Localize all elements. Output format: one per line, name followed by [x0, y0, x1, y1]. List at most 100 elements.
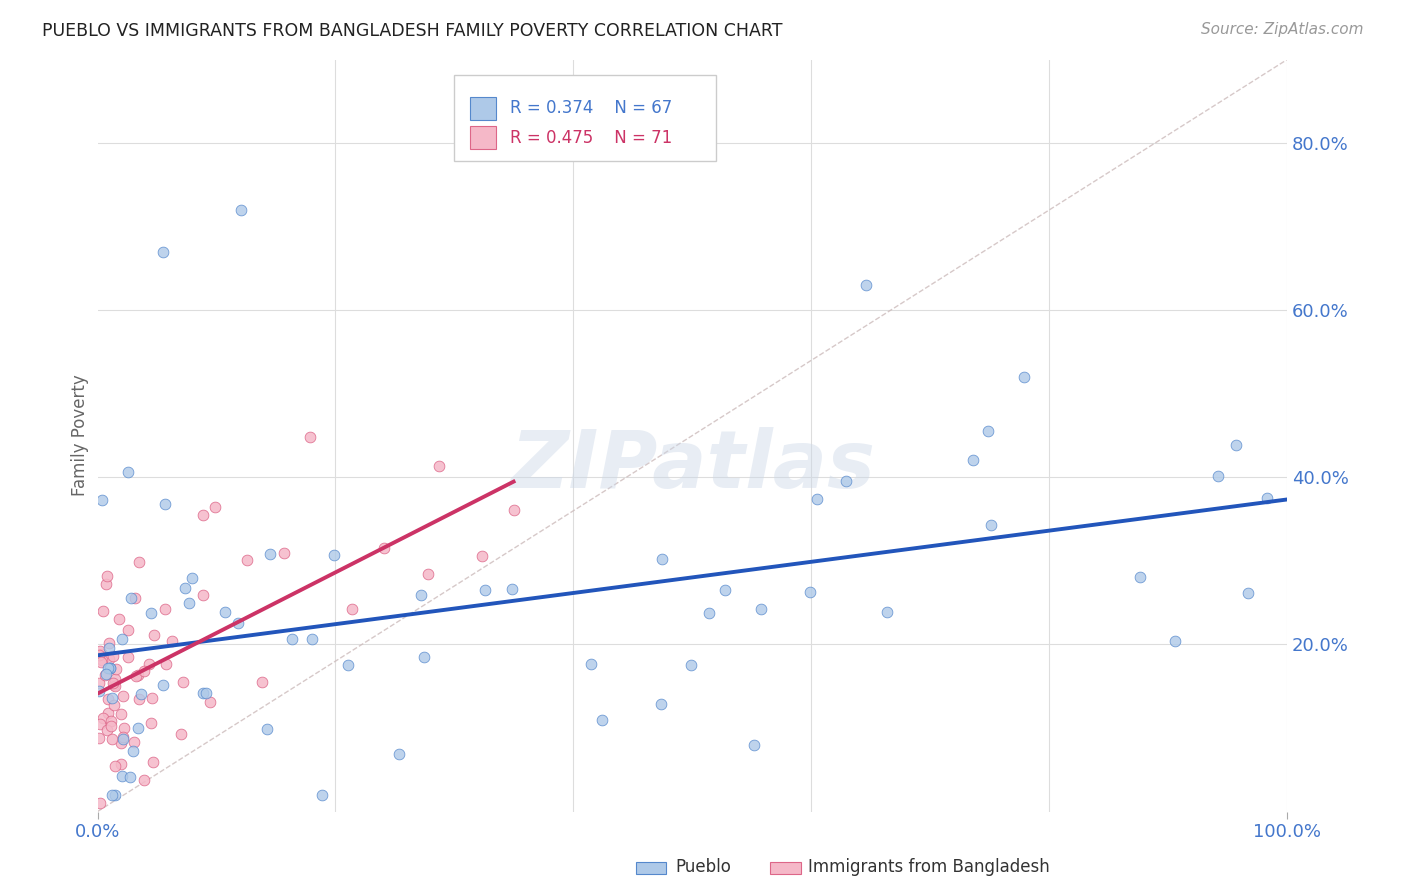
Point	[112, 689, 135, 703]
Text: Pueblo: Pueblo	[675, 858, 731, 876]
Point	[388, 747, 411, 762]
Point	[1164, 633, 1187, 648]
Point	[98, 652, 121, 666]
Point	[409, 588, 432, 602]
Point	[299, 429, 322, 443]
Point	[90, 493, 112, 508]
Point	[1256, 491, 1278, 506]
Point	[94, 668, 117, 682]
Point	[110, 736, 132, 750]
Point	[111, 730, 134, 744]
Point	[855, 278, 877, 293]
Point	[152, 677, 174, 691]
Point	[89, 796, 111, 810]
Point	[311, 788, 333, 802]
Point	[96, 569, 118, 583]
Point	[416, 566, 439, 581]
Point	[104, 662, 127, 676]
Point	[427, 459, 450, 474]
Point	[87, 731, 110, 745]
Point	[256, 722, 278, 736]
Point	[204, 500, 226, 514]
Point	[87, 683, 110, 698]
Text: PUEBLO VS IMMIGRANTS FROM BANGLADESH FAMILY POVERTY CORRELATION CHART: PUEBLO VS IMMIGRANTS FROM BANGLADESH FAM…	[42, 22, 783, 40]
Y-axis label: Family Poverty: Family Poverty	[72, 375, 89, 497]
Point	[273, 545, 295, 559]
Point	[174, 581, 197, 595]
Point	[122, 735, 145, 749]
Point	[194, 685, 217, 699]
Point	[134, 664, 156, 678]
Point	[650, 697, 672, 711]
Point	[180, 571, 202, 585]
Point	[834, 474, 856, 488]
Point	[132, 772, 155, 787]
Text: ZIPatlas: ZIPatlas	[510, 426, 875, 505]
Bar	[470, 127, 496, 149]
Point	[139, 606, 162, 620]
Point	[104, 679, 127, 693]
Point	[138, 657, 160, 672]
Point	[250, 675, 273, 690]
Point	[155, 657, 177, 672]
Point	[876, 605, 898, 619]
Point	[471, 549, 494, 563]
Text: R = 0.374    N = 67: R = 0.374 N = 67	[510, 99, 672, 118]
Point	[340, 602, 363, 616]
Point	[170, 727, 193, 741]
Point	[229, 202, 252, 217]
Point	[101, 731, 124, 746]
Point	[104, 758, 127, 772]
Point	[94, 667, 117, 681]
Point	[103, 698, 125, 712]
Point	[111, 632, 134, 646]
Point	[100, 714, 122, 729]
Point	[101, 675, 124, 690]
Point	[91, 711, 114, 725]
Point	[98, 661, 121, 675]
Point	[259, 547, 281, 561]
Point	[373, 541, 395, 555]
Point	[98, 640, 121, 655]
Point	[117, 650, 139, 665]
Point	[128, 692, 150, 706]
Point	[179, 596, 201, 610]
Point	[101, 788, 124, 802]
Point	[125, 669, 148, 683]
Point	[581, 657, 603, 672]
Point	[104, 673, 127, 687]
Point	[127, 721, 149, 735]
Point	[236, 553, 259, 567]
Point	[127, 667, 149, 681]
Point	[120, 591, 142, 605]
Point	[742, 738, 765, 752]
Point	[87, 648, 110, 662]
Point	[90, 655, 112, 669]
Point	[97, 691, 120, 706]
Point	[97, 706, 120, 720]
Point	[120, 770, 142, 784]
Point	[1206, 469, 1229, 483]
Point	[117, 623, 139, 637]
Point	[191, 508, 214, 522]
Point	[502, 503, 524, 517]
Point	[172, 675, 194, 690]
Point	[111, 769, 134, 783]
Point	[110, 706, 132, 721]
Point	[323, 548, 346, 562]
Point	[413, 650, 436, 665]
Point	[191, 588, 214, 602]
Point	[89, 644, 111, 658]
Point	[980, 517, 1002, 532]
Point	[336, 658, 359, 673]
Point	[1236, 586, 1258, 600]
Point	[153, 498, 176, 512]
Point	[110, 756, 132, 771]
Point	[301, 632, 323, 646]
Point	[91, 653, 114, 667]
Point	[141, 715, 163, 730]
Point	[651, 552, 673, 566]
Point	[91, 647, 114, 661]
Point	[152, 244, 174, 259]
Point	[122, 744, 145, 758]
